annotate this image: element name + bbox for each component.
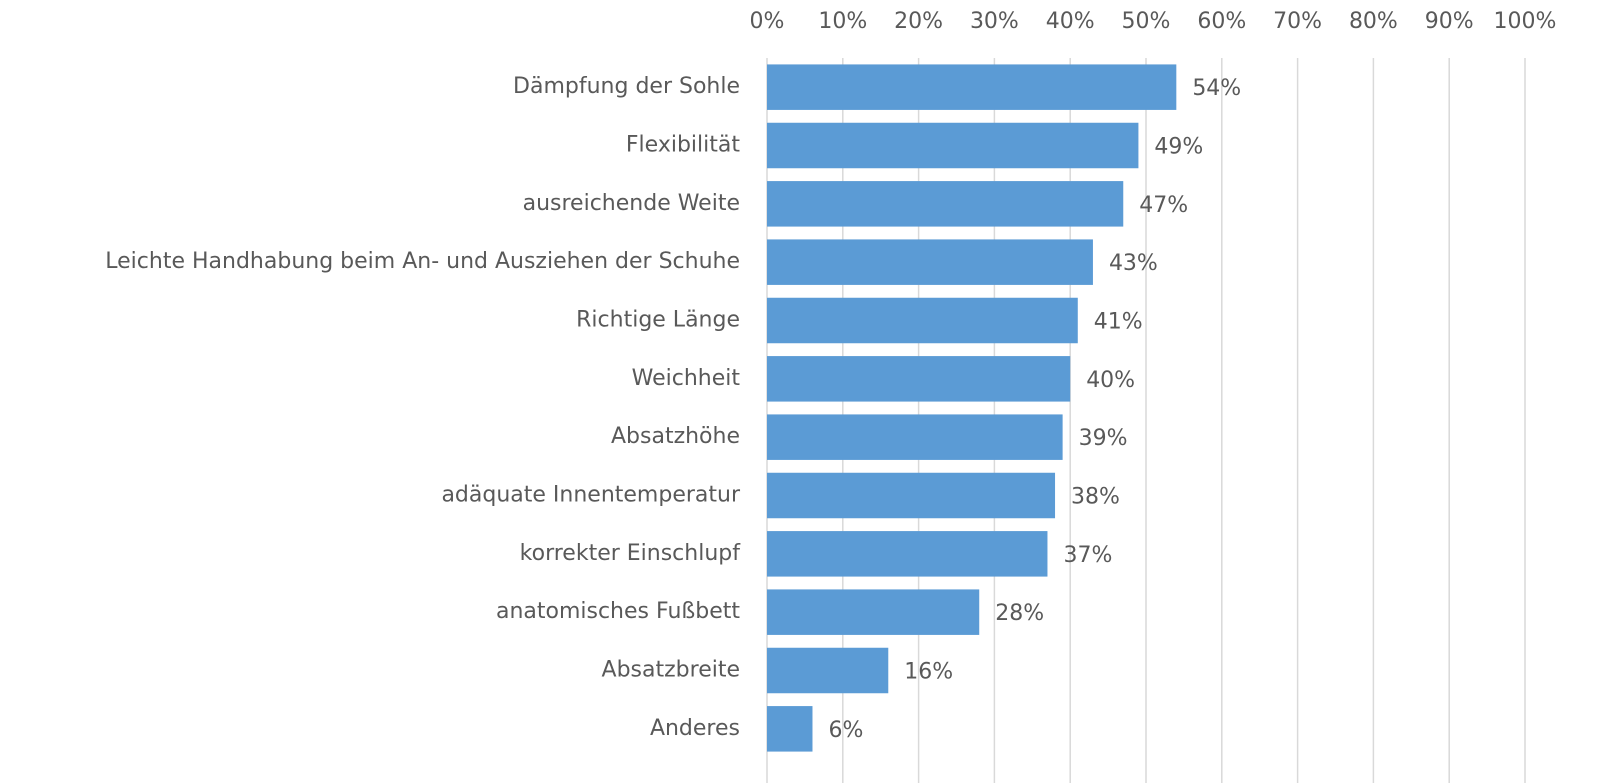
y-tick-label: adäquate Innentemperatur [441,483,741,508]
data-label: 41% [1094,310,1143,335]
data-label: 28% [995,601,1044,626]
x-tick-label: 70% [1273,9,1322,34]
x-tick-label: 0% [750,9,785,34]
x-tick-label: 100% [1494,9,1557,34]
x-tick-label: 60% [1197,9,1246,34]
data-label: 38% [1071,485,1120,510]
data-label: 54% [1192,76,1241,101]
x-tick-label: 50% [1122,9,1171,34]
x-tick-label: 30% [970,9,1019,34]
x-tick-label: 20% [894,9,943,34]
data-label: 37% [1063,543,1112,568]
data-label: 47% [1139,193,1188,218]
y-tick-label: Weichheit [632,366,741,391]
bar [767,414,1063,460]
x-tick-label: 10% [818,9,867,34]
bar [767,531,1048,577]
bar [767,181,1124,227]
y-tick-label: Dämpfung der Sohle [513,74,740,99]
data-label: 6% [828,718,863,743]
bar [767,589,980,635]
y-tick-label: Anderes [650,716,740,741]
y-tick-label: anatomisches Fußbett [496,599,740,624]
x-tick-label: 90% [1425,9,1474,34]
bar [767,472,1056,519]
y-tick-label: Flexibilität [626,133,740,158]
data-label: 39% [1079,426,1128,451]
y-tick-label: korrekter Einschlupf [520,541,742,566]
bar [767,356,1071,402]
bar [767,706,813,752]
x-tick-label: 80% [1349,9,1398,34]
y-tick-label: Richtige Länge [576,308,740,333]
data-label: 49% [1154,135,1203,160]
bar [767,122,1139,169]
data-label: 16% [904,660,953,685]
y-tick-label: Leichte Handhabung beim An- und Ausziehe… [105,249,740,274]
bar [767,647,889,694]
bar [767,297,1078,344]
bar [767,64,1177,110]
x-tick-label: 40% [1046,9,1095,34]
data-label: 40% [1086,368,1135,393]
y-tick-label: Absatzbreite [602,658,740,683]
bar [767,239,1093,285]
y-tick-label: Absatzhöhe [611,424,740,449]
y-tick-label: ausreichende Weite [523,191,740,216]
data-label: 43% [1109,251,1158,276]
